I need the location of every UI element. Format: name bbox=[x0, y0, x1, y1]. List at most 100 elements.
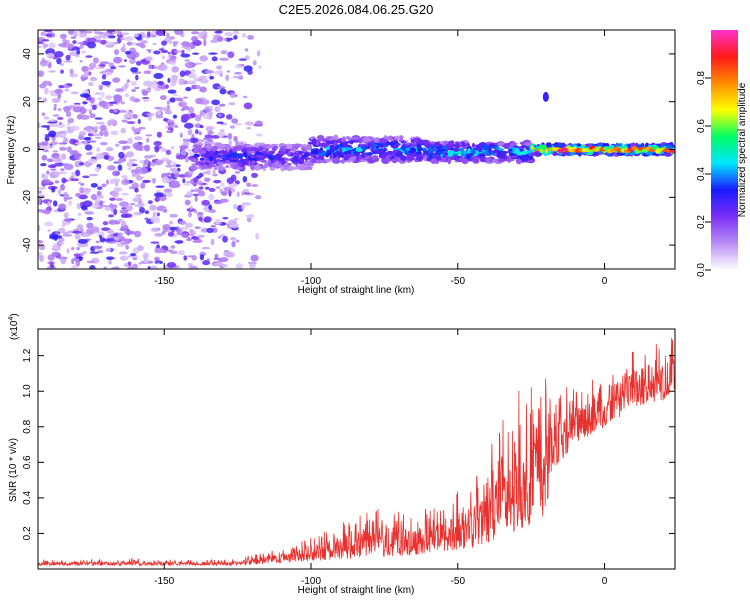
noise-blob bbox=[75, 169, 81, 177]
colorbar-tick-label: 0.6 bbox=[696, 119, 707, 133]
ridge-blob bbox=[205, 145, 212, 149]
ridge-blob bbox=[276, 164, 283, 168]
noise-blob bbox=[53, 107, 57, 111]
noise-blob bbox=[196, 211, 204, 216]
noise-blob bbox=[89, 251, 100, 254]
noise-blob bbox=[76, 246, 80, 251]
noise-blob bbox=[179, 102, 183, 107]
noise-blob bbox=[109, 109, 114, 114]
noise-blob bbox=[208, 193, 215, 201]
noise-blob bbox=[73, 102, 81, 105]
ridge-blob bbox=[249, 147, 258, 152]
ridge-blob bbox=[326, 140, 335, 145]
noise-blob bbox=[129, 202, 136, 206]
ridge-blob bbox=[449, 140, 455, 146]
noise-blob bbox=[133, 33, 139, 38]
noise-blob bbox=[111, 41, 116, 46]
noise-blob bbox=[89, 264, 96, 269]
ridge-blob bbox=[561, 152, 566, 155]
noise-blob bbox=[46, 158, 54, 163]
noise-blob bbox=[172, 168, 178, 175]
noise-blob bbox=[103, 130, 109, 137]
noise-blob bbox=[155, 30, 166, 36]
noise-blob bbox=[38, 70, 45, 77]
ridge-blob bbox=[305, 146, 312, 151]
noise-blob bbox=[53, 171, 61, 176]
noise-blob bbox=[214, 262, 223, 267]
noise-blob bbox=[81, 65, 89, 73]
ridge-blob bbox=[287, 166, 296, 171]
noise-blob bbox=[79, 93, 90, 98]
noise-blob bbox=[93, 245, 103, 250]
noise-blob bbox=[247, 69, 253, 75]
noise-blob bbox=[109, 197, 116, 201]
noise-blob bbox=[151, 80, 158, 87]
snr-ytick-label: 1.2 bbox=[22, 348, 33, 362]
noise-blob bbox=[86, 222, 94, 229]
ridge-blob bbox=[370, 144, 375, 151]
noise-blob bbox=[67, 105, 76, 109]
noise-blob bbox=[83, 139, 88, 146]
snr-ytick-label: 0.8 bbox=[22, 419, 33, 433]
noise-blob bbox=[40, 125, 50, 128]
noise-blob bbox=[147, 265, 151, 269]
ridge-blob bbox=[218, 161, 223, 167]
ridge-blob bbox=[190, 157, 198, 163]
noise-blob bbox=[190, 68, 196, 74]
noise-blob bbox=[49, 141, 59, 145]
noise-blob bbox=[57, 107, 62, 112]
noise-blob bbox=[211, 134, 221, 139]
noise-blob bbox=[191, 52, 200, 55]
noise-blob bbox=[79, 252, 84, 257]
ridge-blob bbox=[442, 152, 447, 159]
noise-blob bbox=[160, 148, 168, 153]
snr-ylabel: SNR (10 * v/v) bbox=[8, 438, 19, 502]
ridge-blob bbox=[431, 144, 435, 150]
noise-blob bbox=[167, 129, 171, 133]
noise-blob bbox=[103, 154, 109, 160]
spectrogram-xtick-label: -150 bbox=[154, 276, 174, 287]
noise-blob bbox=[72, 46, 81, 51]
noise-blob bbox=[89, 113, 96, 119]
noise-blob bbox=[89, 76, 98, 82]
noise-blob bbox=[126, 151, 134, 158]
noise-blob bbox=[117, 232, 124, 237]
noise-blob bbox=[56, 57, 62, 65]
ridge-blob bbox=[393, 138, 398, 141]
noise-blob bbox=[206, 258, 211, 261]
noise-blob bbox=[74, 54, 80, 58]
ridge-blob bbox=[416, 140, 425, 144]
noise-blob bbox=[132, 142, 141, 149]
snr-frame bbox=[37, 328, 676, 570]
noise-blob bbox=[138, 262, 142, 265]
noise-blob bbox=[121, 193, 129, 196]
noise-blob bbox=[228, 190, 232, 197]
noise-blob bbox=[211, 227, 218, 233]
noise-blob bbox=[208, 187, 216, 192]
ridge-blob bbox=[585, 143, 590, 147]
noise-blob bbox=[202, 34, 207, 41]
ridge-blob bbox=[304, 160, 312, 166]
ridge-blob bbox=[255, 151, 263, 156]
noise-blob bbox=[163, 188, 173, 193]
ridge-blob bbox=[218, 166, 224, 170]
noise-blob bbox=[48, 82, 52, 87]
noise-blob bbox=[62, 233, 73, 237]
noise-blob bbox=[244, 121, 255, 126]
noise-blob bbox=[251, 184, 259, 187]
ridge-blob bbox=[310, 150, 319, 155]
ridge-blob bbox=[293, 155, 298, 161]
noise-blob bbox=[146, 137, 150, 143]
ridge-blob bbox=[304, 166, 313, 170]
noise-blob bbox=[216, 36, 224, 42]
noise-blob bbox=[112, 77, 121, 83]
noise-blob bbox=[70, 246, 75, 251]
ridge-blob bbox=[503, 143, 509, 149]
noise-blob bbox=[230, 174, 237, 182]
spectrogram-ytick-label: 20 bbox=[22, 96, 33, 108]
noise-blob bbox=[106, 165, 116, 171]
noise-blob bbox=[233, 35, 238, 40]
ridge-blob bbox=[327, 136, 332, 140]
noise-blob bbox=[109, 118, 116, 125]
noise-blob bbox=[72, 230, 82, 234]
